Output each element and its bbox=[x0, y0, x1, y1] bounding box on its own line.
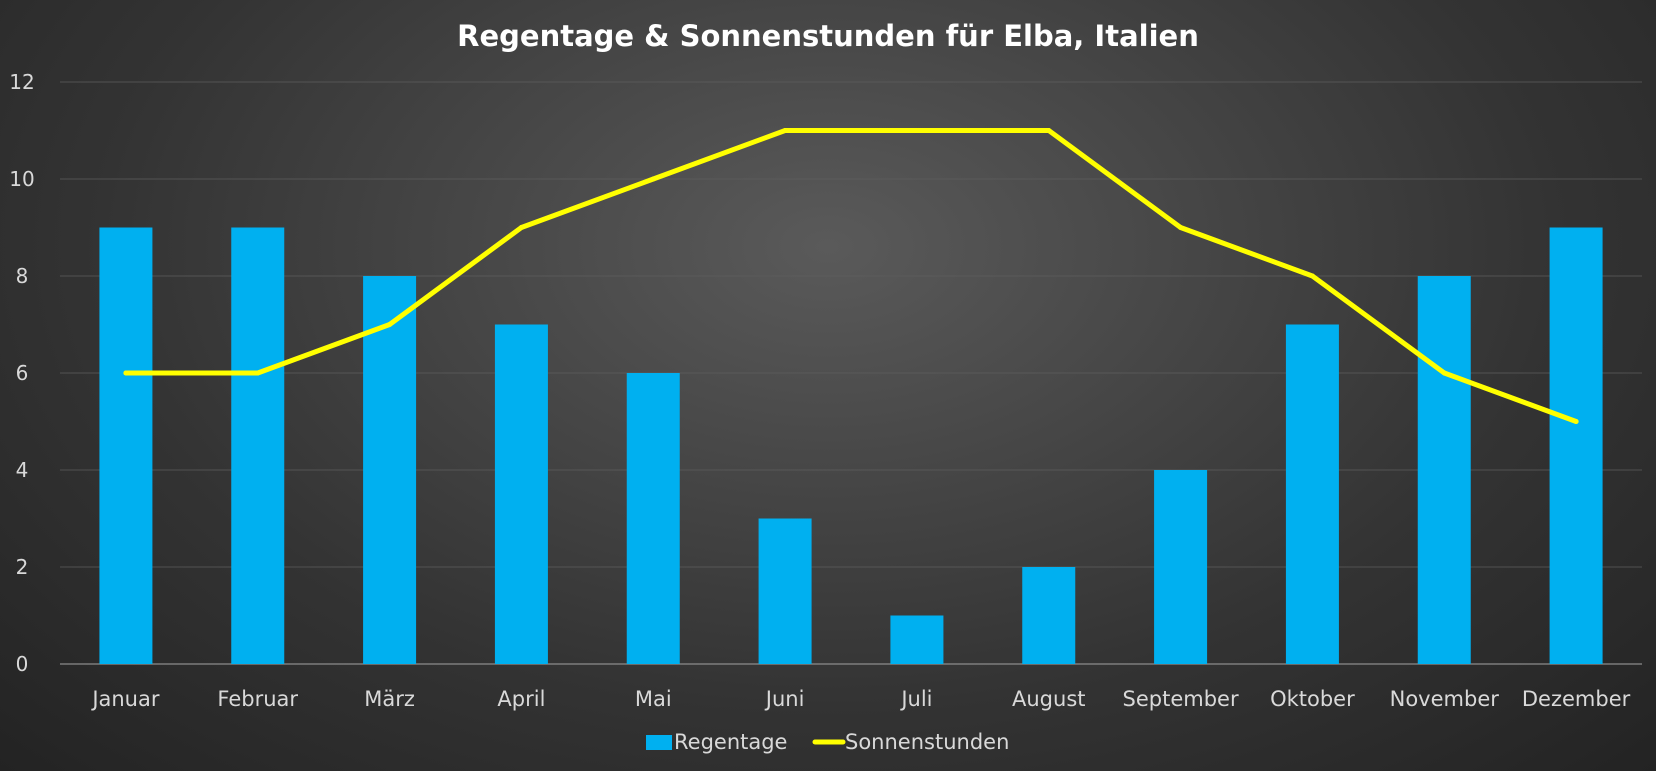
line-series bbox=[123, 128, 1579, 424]
x-tick-label: April bbox=[497, 687, 545, 711]
legend-label-sonnenstunden: Sonnenstunden bbox=[845, 730, 1009, 754]
x-tick-label: Mai bbox=[635, 687, 672, 711]
y-tick-label: 10 bbox=[9, 167, 34, 191]
bar-regentage-3 bbox=[363, 276, 417, 664]
bar-regentage-2 bbox=[231, 227, 285, 664]
y-tick-label: 2 bbox=[16, 555, 29, 579]
bar-regentage-4 bbox=[494, 324, 548, 664]
bar-regentage-8 bbox=[1022, 567, 1076, 664]
x-tick-label: August bbox=[1012, 687, 1086, 711]
point-sonnenstunden-3 bbox=[387, 322, 393, 327]
x-tick-label: Januar bbox=[90, 687, 160, 711]
bar-regentage-1 bbox=[99, 227, 153, 664]
bar-regentage-6 bbox=[758, 518, 812, 664]
x-tick-label: Juli bbox=[899, 687, 932, 711]
legend-label-regentage: Regentage bbox=[674, 730, 787, 754]
chart-title: Regentage & Sonnenstunden für Elba, Ital… bbox=[457, 19, 1199, 53]
point-sonnenstunden-6 bbox=[782, 128, 788, 133]
bar-regentage-9 bbox=[1154, 470, 1208, 664]
x-tick-label: November bbox=[1390, 687, 1500, 711]
line-sonnenstunden bbox=[123, 128, 1579, 424]
bars bbox=[99, 227, 1603, 664]
y-tick-label: 8 bbox=[16, 264, 29, 288]
y-tick-label: 12 bbox=[9, 70, 34, 94]
bar-regentage-12 bbox=[1549, 227, 1603, 664]
point-sonnenstunden-8 bbox=[1046, 128, 1052, 133]
gridlines bbox=[60, 81, 1642, 665]
x-tick-label: September bbox=[1123, 687, 1239, 711]
point-sonnenstunden-1 bbox=[123, 370, 129, 376]
point-sonnenstunden-4 bbox=[518, 225, 524, 230]
x-tick-label: Februar bbox=[217, 687, 298, 711]
x-tick-label: Juni bbox=[764, 687, 805, 711]
y-axis-ticks: 0 2 4 6 8 10 12 bbox=[9, 70, 34, 676]
x-tick-label: März bbox=[364, 687, 415, 711]
legend-swatch-regentage bbox=[646, 735, 672, 750]
bar-regentage-10 bbox=[1285, 324, 1339, 664]
point-sonnenstunden-11 bbox=[1441, 370, 1447, 376]
point-sonnenstunden-12 bbox=[1573, 419, 1579, 424]
y-tick-label: 6 bbox=[16, 361, 29, 385]
y-tick-label: 0 bbox=[16, 652, 29, 676]
point-sonnenstunden-7 bbox=[914, 128, 920, 133]
point-sonnenstunden-5 bbox=[650, 176, 656, 182]
x-axis-ticks: Januar Februar März April Mai Juni Juli August S… bbox=[90, 687, 1630, 711]
bar-regentage-7 bbox=[890, 615, 944, 664]
x-tick-label: Oktober bbox=[1270, 687, 1355, 711]
point-sonnenstunden-10 bbox=[1309, 273, 1315, 279]
x-tick-label: Dezember bbox=[1522, 687, 1631, 711]
point-sonnenstunden-9 bbox=[1178, 225, 1184, 230]
point-sonnenstunden-2 bbox=[255, 370, 261, 376]
y-tick-label: 4 bbox=[16, 458, 29, 482]
bar-regentage-11 bbox=[1417, 276, 1471, 664]
bar-regentage-5 bbox=[626, 373, 680, 664]
legend: Regentage Sonnenstunden bbox=[646, 730, 1009, 754]
